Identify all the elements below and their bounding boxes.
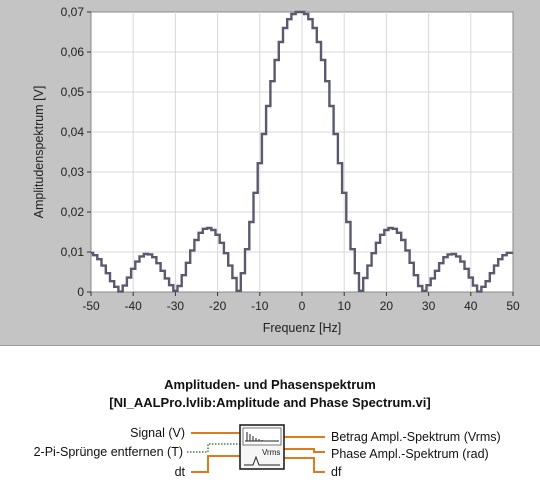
y-tick-label: 0,07	[61, 5, 85, 19]
x-tick-label: 20	[380, 299, 394, 313]
vi-title-path: [NI_AALPro.lvlib:Amplitude and Phase Spe…	[109, 395, 431, 410]
vi-title-name: Amplituden- und Phasenspektrum	[164, 377, 376, 392]
x-tick-label: -20	[209, 299, 227, 313]
y-tick-label: 0,03	[61, 165, 85, 179]
axis-ticks: -50 -40 -30 -20 -10 0 10 20 30 40 50 0 0,01 0,02 0,03 0…	[61, 5, 520, 313]
y-axis-title: Amplitudenspektrum [V]	[32, 86, 46, 219]
dt-input-wire	[191, 455, 240, 473]
vi-title: Amplituden- und Phasenspektrum [NI_AALPr…	[0, 376, 540, 412]
vi-icon[interactable]: Vrms	[239, 424, 285, 470]
y-tick-label: 0,01	[61, 245, 85, 259]
waveform-graph: -50 -40 -30 -20 -10 0 10 20 30 40 50 0 0,01 0,02 0,03 0…	[0, 0, 540, 346]
x-tick-label: 10	[338, 299, 352, 313]
grid-lines	[91, 12, 513, 292]
chart-canvas: -50 -40 -30 -20 -10 0 10 20 30 40 50 0 0,01 0,02 0,03 0…	[32, 5, 520, 335]
x-tick-label: -40	[125, 299, 143, 313]
y-tick-label: 0,02	[61, 205, 85, 219]
x-tick-label: 50	[506, 299, 520, 313]
x-tick-label: 0	[299, 299, 306, 313]
spectrum-bars-icon	[245, 432, 279, 442]
dt-input-label: dt	[175, 465, 186, 479]
vi-icon-label: Vrms	[262, 448, 280, 457]
spectrum-series-line	[91, 10, 513, 293]
unwrap-input-label: 2-Pi-Sprünge entfernen (T)	[34, 445, 183, 459]
y-tick-label: 0	[77, 285, 84, 299]
x-tick-label: -30	[167, 299, 185, 313]
unwrap-input-wire	[187, 443, 240, 453]
x-tick-label: 30	[422, 299, 436, 313]
peak-curve-icon	[244, 455, 280, 466]
x-tick-label: -10	[251, 299, 269, 313]
x-tick-label: 40	[464, 299, 478, 313]
phase-output-label: Phase Ampl.-Spektrum (rad)	[331, 447, 489, 461]
x-axis-title: Frequenz [Hz]	[263, 321, 342, 335]
x-tick-label: -50	[82, 299, 100, 313]
signal-input-label: Signal (V)	[130, 426, 185, 440]
phase-output-wire	[284, 448, 325, 453]
df-output-label: df	[331, 465, 342, 479]
y-tick-label: 0,06	[61, 45, 85, 59]
y-tick-label: 0,04	[61, 125, 85, 139]
df-output-wire	[284, 457, 325, 473]
magnitude-output-label: Betrag Ampl.-Spektrum (Vrms)	[331, 430, 501, 444]
y-tick-label: 0,05	[61, 85, 85, 99]
